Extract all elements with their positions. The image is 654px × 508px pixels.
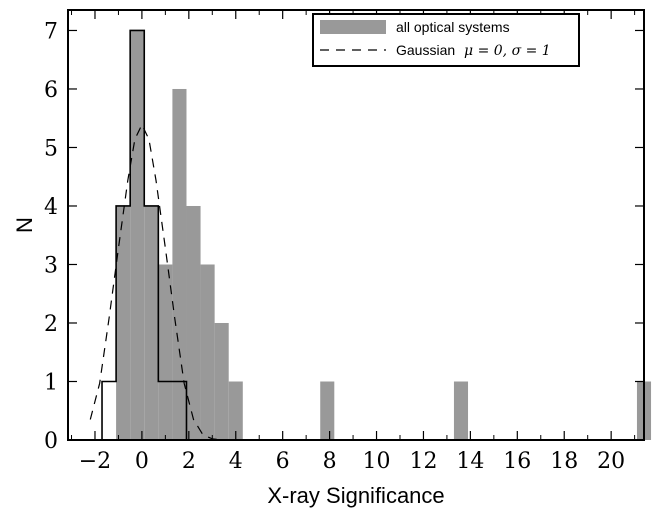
y-tick-label: 5 bbox=[44, 136, 58, 161]
gaussian-curve bbox=[89, 123, 222, 441]
histogram-bar bbox=[228, 381, 243, 440]
outline-histogram-step bbox=[101, 29, 188, 440]
y-axis-title: N bbox=[12, 217, 37, 233]
legend-swatch-histogram bbox=[320, 20, 386, 34]
histogram-bar bbox=[214, 322, 229, 440]
histogram-bar bbox=[144, 205, 159, 440]
histogram-bar bbox=[158, 264, 173, 440]
y-tick-label: 3 bbox=[44, 253, 58, 278]
histogram-bar bbox=[320, 381, 335, 440]
gaussian-curve-layer bbox=[89, 123, 222, 441]
x-tick-label: 20 bbox=[597, 449, 625, 474]
x-tick-label: 10 bbox=[363, 449, 391, 474]
legend-label-histogram: all optical systems bbox=[396, 19, 510, 35]
y-tick-label: 2 bbox=[44, 312, 58, 337]
legend: all optical systems Gaussian μ = 0, σ = … bbox=[312, 13, 580, 67]
y-tick-label: 1 bbox=[44, 370, 58, 395]
y-tick-label: 4 bbox=[44, 195, 58, 220]
x-tick-label: 12 bbox=[409, 449, 437, 474]
x-tick-label: 0 bbox=[135, 449, 149, 474]
legend-gaussian-name: Gaussian bbox=[396, 42, 455, 58]
plot-frame bbox=[67, 9, 645, 441]
y-tick-label: 0 bbox=[44, 429, 58, 454]
x-tick-label: 18 bbox=[550, 449, 578, 474]
legend-gaussian-params: μ = 0, σ = 1 bbox=[464, 43, 551, 59]
y-tick-label: 6 bbox=[44, 78, 58, 103]
histogram-bar bbox=[200, 264, 215, 440]
x-tick-label: 2 bbox=[182, 449, 196, 474]
histogram-bar bbox=[130, 30, 145, 440]
x-tick-label: 4 bbox=[229, 449, 243, 474]
y-tick-label: 7 bbox=[44, 19, 58, 44]
x-axis-title: X-ray Significance bbox=[267, 483, 444, 508]
x-tick-label: 8 bbox=[323, 449, 337, 474]
histogram-bar bbox=[186, 205, 201, 440]
histogram-bar bbox=[116, 205, 131, 440]
x-tick-label: 14 bbox=[456, 449, 484, 474]
histogram-bars bbox=[116, 30, 652, 441]
x-tick-label: 6 bbox=[276, 449, 290, 474]
outline-histogram bbox=[101, 29, 188, 440]
x-tick-label: −2 bbox=[79, 449, 111, 474]
legend-label-gaussian: Gaussian μ = 0, σ = 1 bbox=[396, 42, 551, 59]
histogram-bar bbox=[453, 381, 469, 440]
histogram-bar bbox=[172, 88, 187, 441]
x-tick-label: 16 bbox=[503, 449, 531, 474]
